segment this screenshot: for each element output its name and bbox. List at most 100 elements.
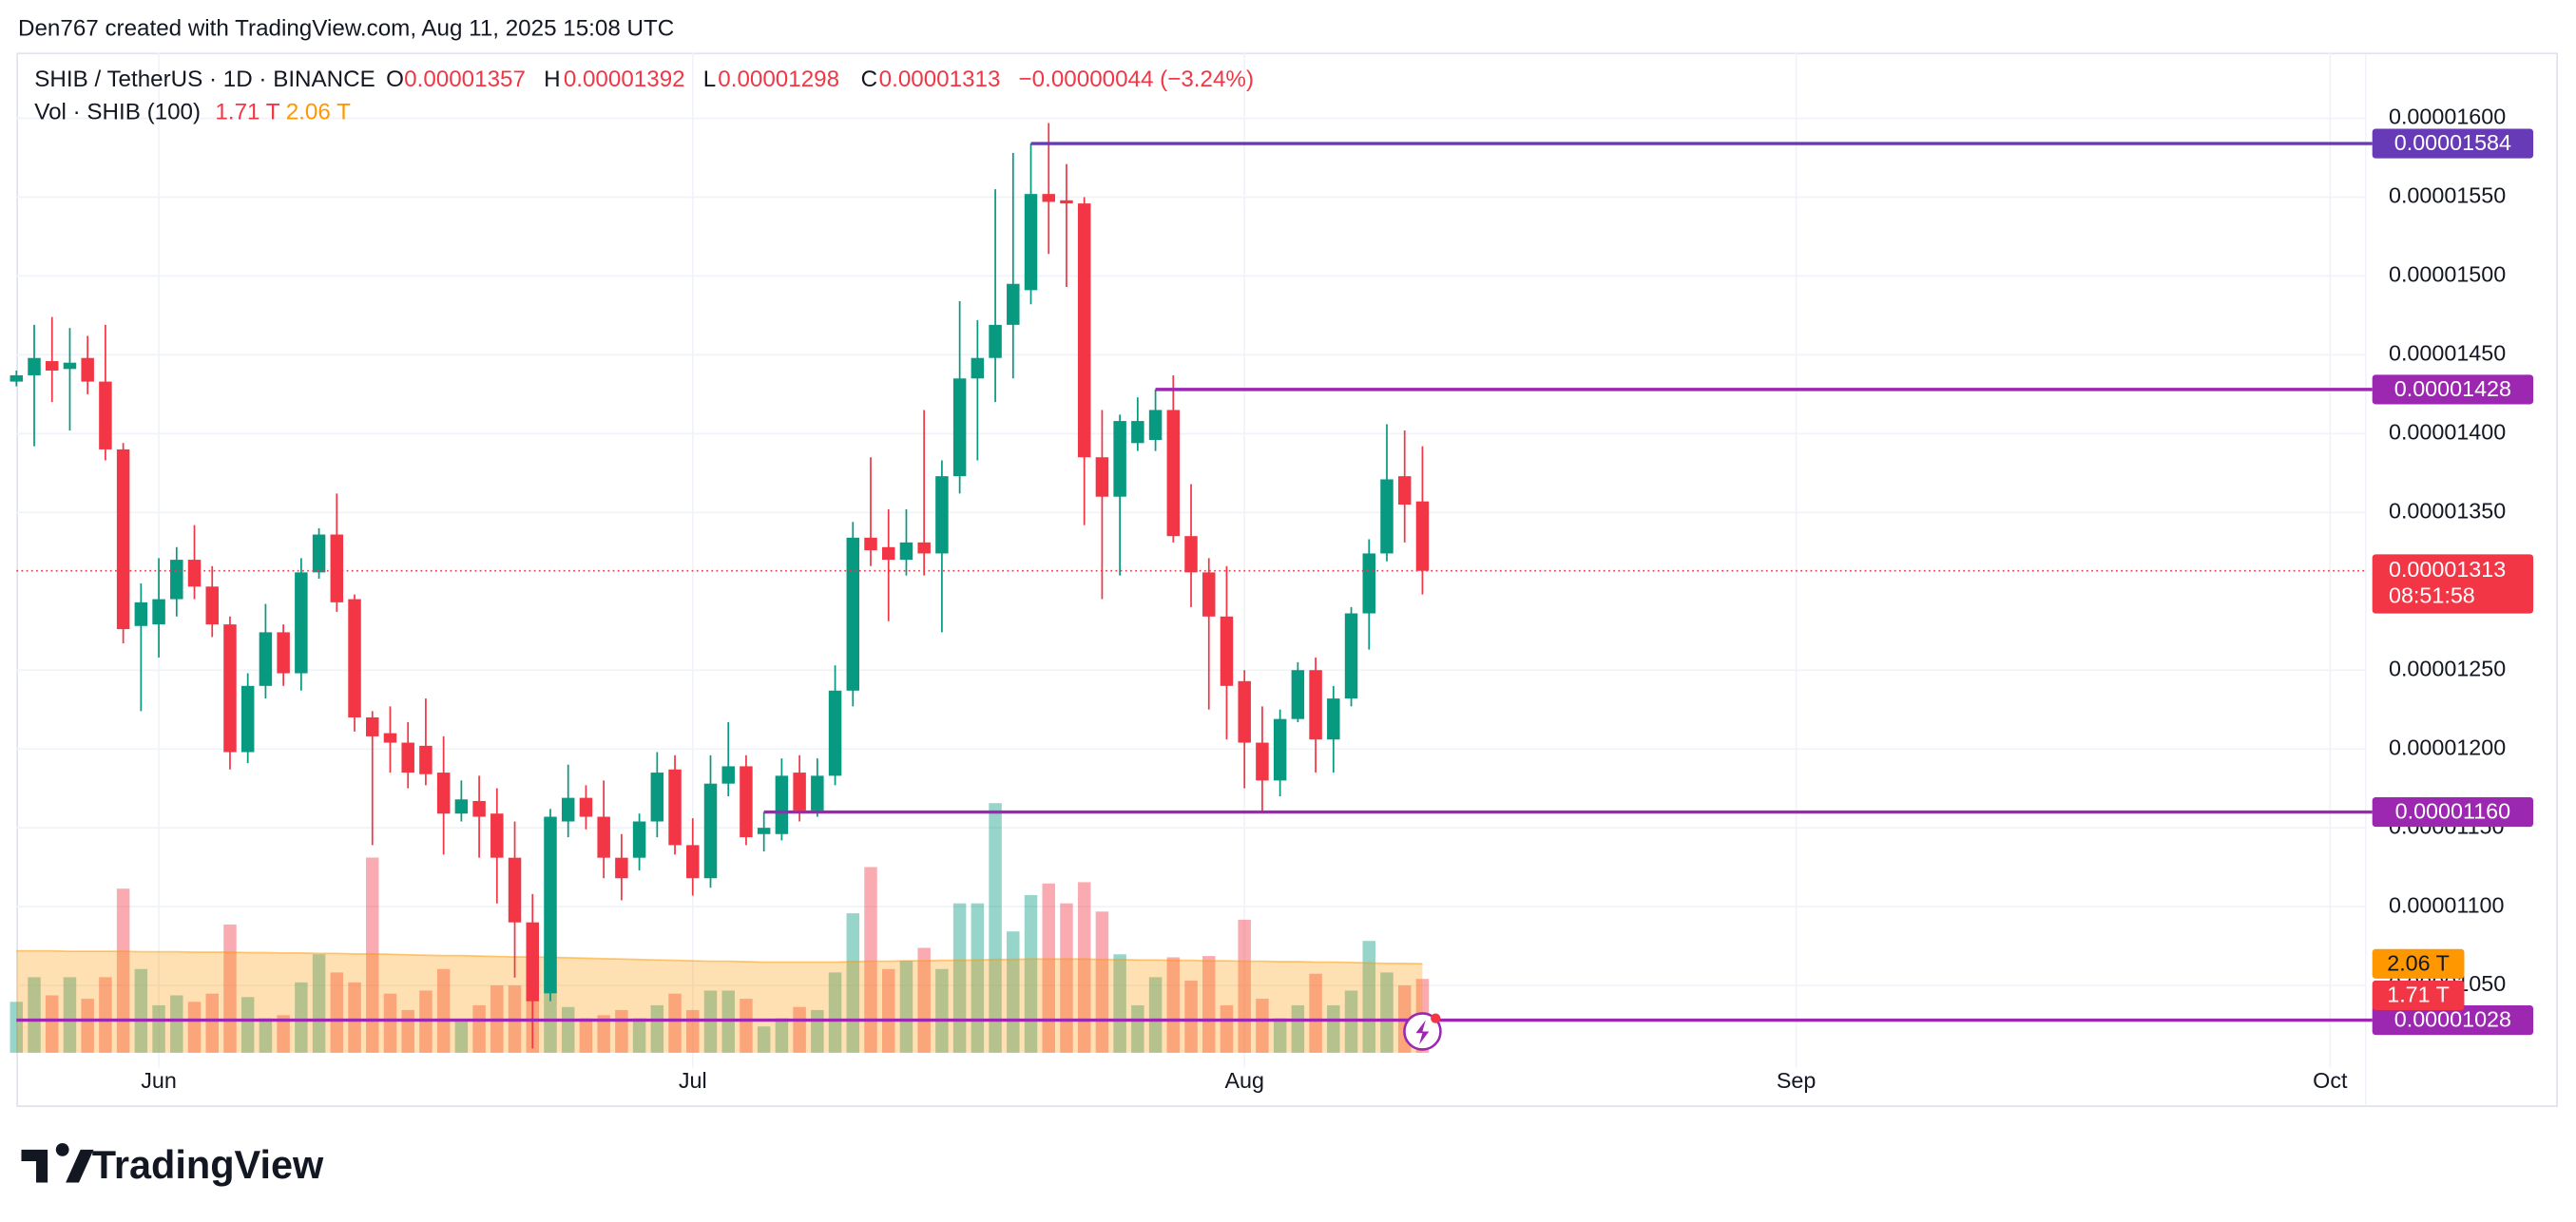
candle-body — [401, 742, 414, 773]
candle-body — [1077, 203, 1091, 458]
y-tick-label: 0.00001550 — [2389, 183, 2506, 208]
level-label: 0.00001428 — [2394, 376, 2511, 401]
candle-body — [1273, 718, 1287, 781]
volume-bar — [99, 977, 112, 1053]
logo-text: TradingView — [92, 1142, 324, 1187]
level-label-box — [2372, 128, 2534, 159]
volume-bar — [828, 972, 842, 1053]
volume-title: Vol · SHIB (100) — [34, 100, 201, 125]
volume-bar — [1166, 957, 1181, 1053]
candle-body — [508, 857, 522, 923]
candle-body — [650, 773, 664, 822]
level-label-box — [2372, 374, 2534, 405]
volume-bar — [1202, 956, 1216, 1053]
symbol-title: SHIB / TetherUS · 1D · BINANCE — [34, 67, 375, 92]
x-tick-label: Jun — [141, 1068, 177, 1093]
candle-body — [1095, 457, 1109, 497]
candle-body — [1344, 613, 1358, 699]
volume-bar — [597, 1015, 610, 1053]
volume-ma-label: 2.06 T — [2387, 950, 2450, 975]
volume-bar — [277, 1015, 290, 1053]
candle-body — [1042, 194, 1055, 202]
candle-body — [1256, 742, 1269, 781]
volume-bar — [971, 903, 985, 1053]
volume-pane — [10, 803, 1430, 1053]
candle-body — [170, 560, 183, 600]
volume-label: 1.71 T — [2387, 983, 2450, 1007]
y-tick-label: 0.00001200 — [2389, 735, 2506, 759]
volume-bar — [116, 888, 130, 1053]
candle-body — [686, 845, 700, 879]
volume-bar — [1095, 911, 1109, 1053]
candle-body — [383, 733, 397, 743]
candle-body — [1220, 616, 1234, 686]
volume-bar — [240, 997, 255, 1053]
change: −0.00000044 (−3.24%) — [1019, 67, 1254, 92]
candle-body — [740, 766, 753, 838]
candle-body — [10, 374, 24, 382]
y-tick-label: 0.00001600 — [2389, 105, 2506, 129]
x-tick-label: Jul — [679, 1068, 707, 1093]
candle-body — [1238, 680, 1251, 743]
candle-body — [793, 773, 806, 811]
candle-body — [187, 560, 202, 587]
candle-body — [1184, 536, 1198, 573]
ohlc-value: 0.00001298 — [718, 67, 839, 92]
volume-bar — [1184, 981, 1198, 1053]
volume-bar — [1024, 895, 1038, 1053]
candle-body — [935, 476, 949, 554]
volume-bar — [28, 977, 41, 1053]
volume-ma-area — [16, 950, 1423, 1053]
volume-bar — [45, 995, 59, 1053]
candle-body — [1113, 421, 1126, 497]
volume-bar — [632, 1018, 646, 1053]
volume-bar — [1131, 1004, 1144, 1053]
y-tick-label: 0.00001500 — [2389, 262, 2506, 287]
candle-body — [277, 632, 290, 674]
volume-bar — [187, 1002, 202, 1053]
y-tick-label: 0.00001450 — [2389, 341, 2506, 366]
volume-bar — [757, 1026, 771, 1053]
candle-body — [223, 624, 237, 753]
volume-ma-label-box — [2372, 948, 2465, 979]
price-label: 0.00001313 — [2389, 557, 2506, 582]
volume-bar — [10, 1002, 24, 1053]
price-label-box — [2372, 554, 2534, 614]
candle-body — [828, 690, 842, 776]
candle-body — [472, 800, 486, 817]
candle-body — [846, 537, 860, 691]
volume-bar — [295, 982, 308, 1053]
volume-value: 1.71 T — [215, 100, 279, 125]
candle-body — [28, 357, 41, 375]
ohlc-letter: C — [861, 67, 877, 92]
candle-body — [99, 381, 112, 449]
candle-body — [259, 632, 273, 686]
volume-label-box — [2372, 980, 2465, 1011]
candle-body — [63, 362, 77, 370]
volume-bar — [775, 1018, 789, 1053]
volume-bar — [1256, 999, 1269, 1053]
candle-body — [721, 766, 735, 784]
candle-body — [632, 821, 646, 858]
candle-body — [615, 857, 628, 879]
level-label: 0.00001160 — [2395, 799, 2511, 824]
candle-body — [1007, 283, 1020, 325]
realtime-dot — [1431, 1013, 1441, 1023]
x-tick-label: Sep — [1777, 1068, 1817, 1093]
candle-body — [1309, 670, 1322, 740]
realtime-bolt — [1415, 1020, 1430, 1045]
ohlc-value: 0.00001313 — [879, 67, 1001, 92]
candle-body — [1415, 501, 1430, 571]
candles — [10, 123, 1430, 1049]
volume-bar — [134, 968, 148, 1053]
volume-bar — [1113, 954, 1126, 1053]
candle-body — [366, 716, 379, 736]
ohlc-value: 0.00001357 — [404, 67, 526, 92]
ohlc-value: 0.00001392 — [564, 67, 685, 92]
candle-body — [152, 599, 165, 625]
volume-bar — [793, 1006, 806, 1053]
candle-body — [116, 449, 130, 630]
